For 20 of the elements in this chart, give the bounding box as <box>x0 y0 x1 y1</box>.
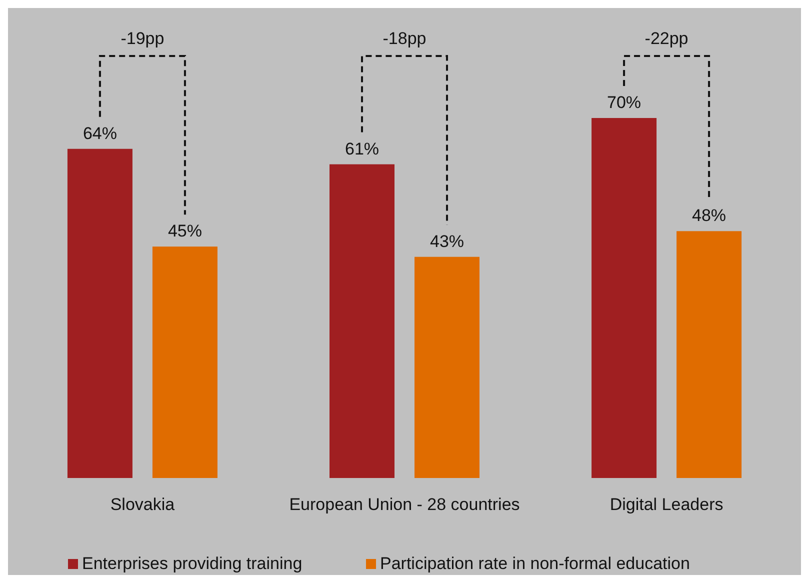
x-tick-label: Digital Leaders <box>610 495 724 514</box>
data-label: 70% <box>607 93 642 112</box>
legend-label: Enterprises providing training <box>82 554 302 573</box>
x-tick-label: European Union - 28 countries <box>289 495 520 514</box>
data-label: 48% <box>692 206 726 226</box>
data-label: 45% <box>168 222 202 241</box>
bar <box>67 148 132 478</box>
text: -22pp <box>644 29 688 48</box>
bar <box>414 256 480 478</box>
bar <box>330 164 394 478</box>
data-label: 64% <box>82 124 117 143</box>
bar <box>592 118 657 478</box>
text: -18pp <box>382 29 426 48</box>
data-label: 61% <box>344 139 380 158</box>
x-tick-label: Slovakia <box>110 495 176 514</box>
data-label: 43% <box>430 232 464 251</box>
bar <box>152 246 218 478</box>
text: -19pp <box>120 29 164 48</box>
bar <box>676 231 742 478</box>
legend-label: Participation rate in non-formal education <box>380 554 690 573</box>
